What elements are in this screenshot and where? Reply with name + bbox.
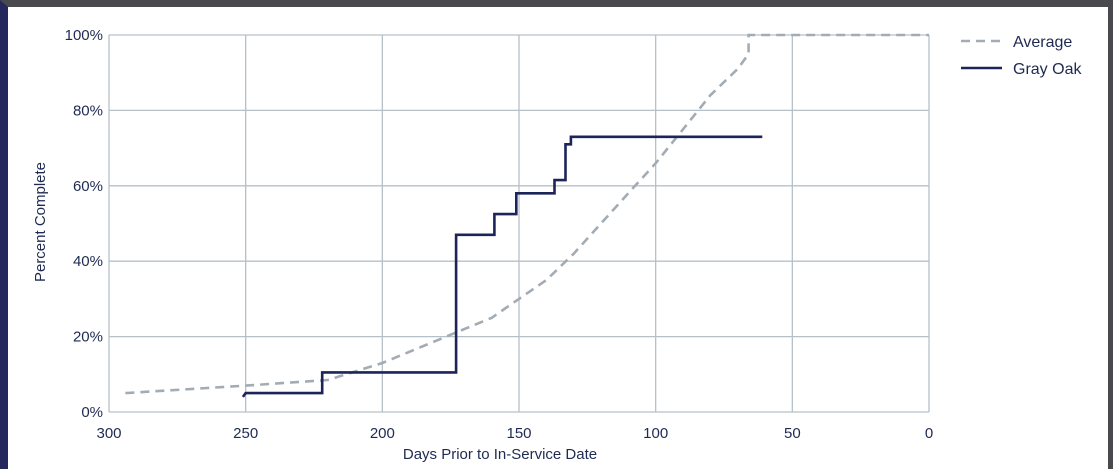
- series-lines: [125, 33, 929, 398]
- legend: Average Gray Oak: [961, 34, 1082, 78]
- x-tick-label: 200: [370, 425, 395, 442]
- line-chart: 0% 20% 40% 60% 80% 100% 300 250 200 150 100 50 0 Da…: [32, 27, 1082, 463]
- gridlines: [108, 34, 930, 413]
- x-tick-label: 300: [96, 425, 121, 442]
- y-tick-label: 40%: [73, 253, 103, 270]
- y-tick-labels: 0% 20% 40% 60% 80% 100%: [65, 27, 103, 421]
- y-tick-label: 80%: [73, 102, 103, 119]
- x-tick-label: 50: [784, 425, 801, 442]
- x-tick-label: 250: [233, 425, 258, 442]
- chart-panel: 0% 20% 40% 60% 80% 100% 300 250 200 150 100 50 0 Da…: [8, 7, 1108, 469]
- x-axis-label: Days Prior to In-Service Date: [403, 446, 597, 463]
- x-tick-label: 100: [643, 425, 668, 442]
- legend-label-gray-oak: Gray Oak: [1013, 61, 1082, 78]
- y-axis-label: Percent Complete: [32, 162, 49, 282]
- x-tick-label: 0: [925, 425, 933, 442]
- x-tick-label: 150: [506, 425, 531, 442]
- legend-label-average: Average: [1013, 34, 1072, 51]
- series-line-gray-oak: [241, 135, 763, 398]
- x-tick-labels: 300 250 200 150 100 50 0: [96, 425, 933, 442]
- y-tick-label: 60%: [73, 178, 103, 195]
- y-tick-label: 100%: [65, 27, 103, 44]
- y-tick-label: 20%: [73, 329, 103, 346]
- y-tick-label: 0%: [81, 404, 103, 421]
- series-line-average: [125, 33, 929, 395]
